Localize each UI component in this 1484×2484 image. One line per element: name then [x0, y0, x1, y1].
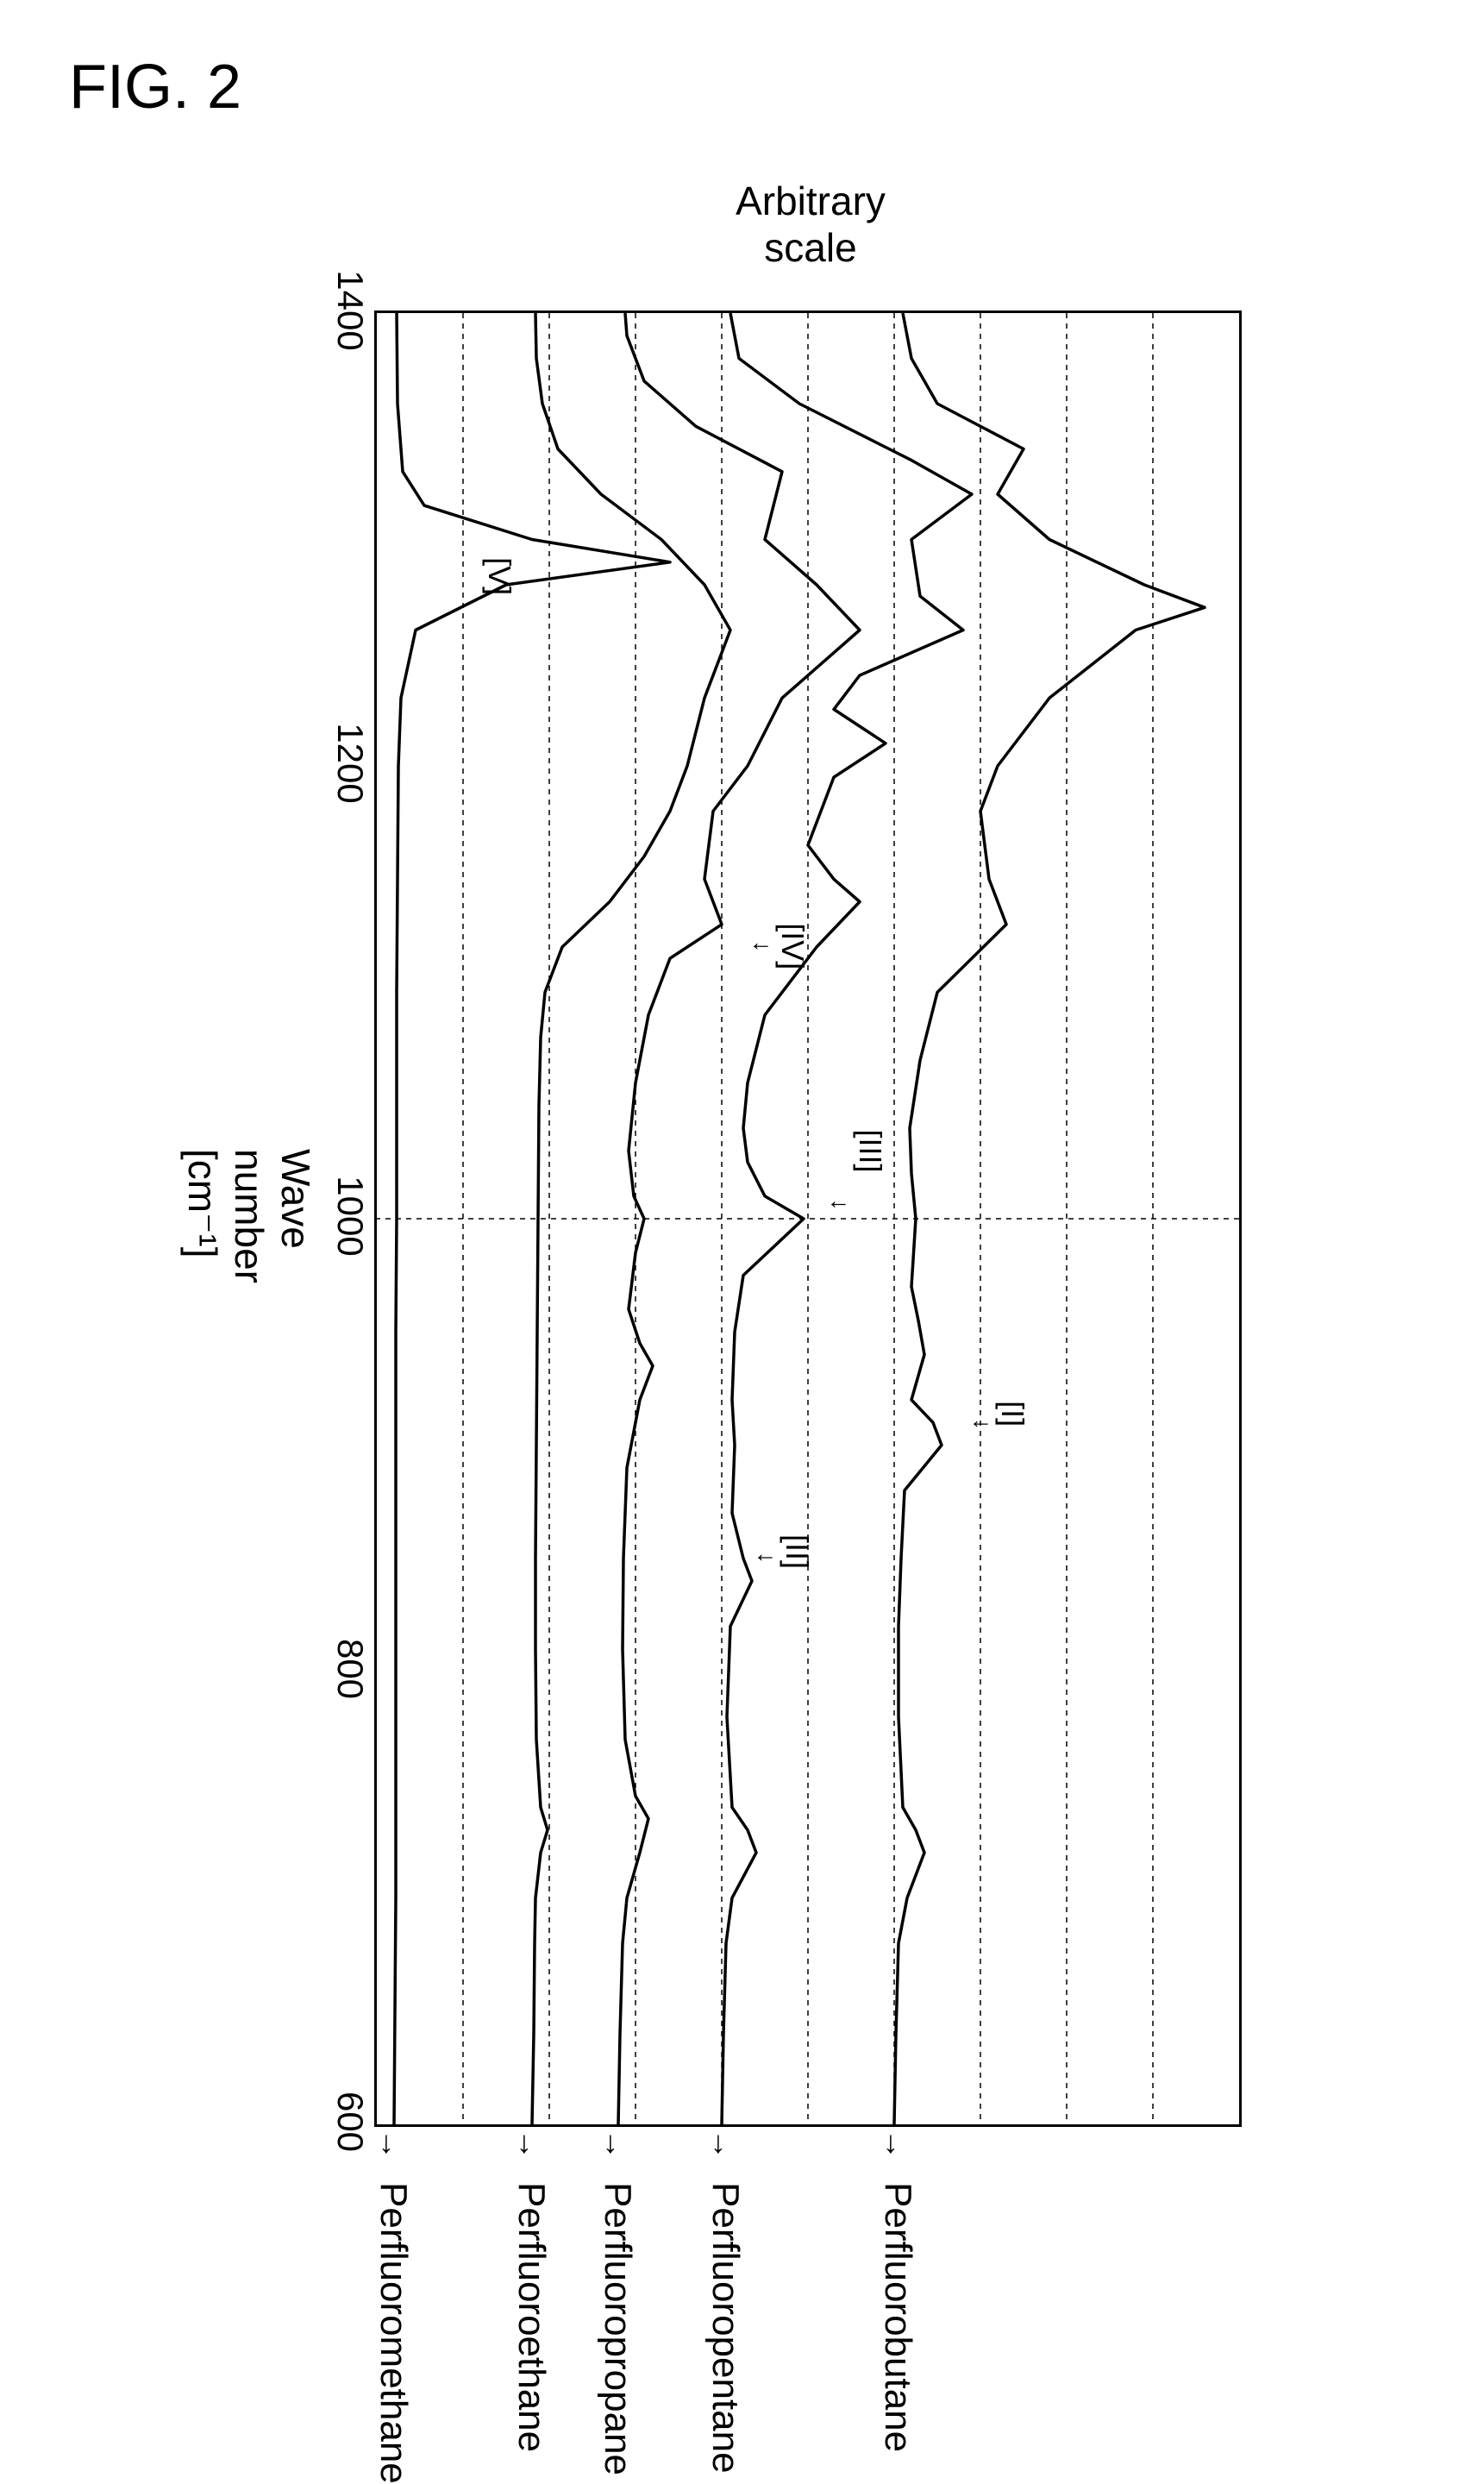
series-arrow-icon: → — [598, 2129, 634, 2160]
series-label: Perfluoropentane — [704, 2182, 747, 2474]
chart-wrap: 600800100012001400 Wave number [cm⁻¹] Ar… — [0, 772, 1484, 1790]
x-axis-label: Wave number [cm⁻¹] — [179, 1149, 319, 1283]
peak-arrow-icon: ↓ — [968, 1418, 996, 1430]
peak-label: [III] — [852, 1130, 888, 1173]
x-tick-label: 1000 — [329, 1176, 371, 1256]
x-tick-label: 800 — [329, 1639, 371, 1699]
x-tick-label: 1400 — [329, 270, 371, 350]
peak-arrow-icon: ↓ — [826, 1199, 854, 1211]
series-label: Perfluoroethane — [510, 2182, 553, 2452]
series-label: Perfluorobutane — [876, 2182, 919, 2452]
peak-arrow-icon: ↓ — [748, 940, 776, 952]
series-label: Perfluoropropane — [596, 2182, 639, 2475]
figure-title: FIG. 2 — [69, 52, 241, 122]
peak-arrow-icon: ↓ — [753, 1552, 780, 1564]
series-label: Perfluoromethane — [372, 2182, 415, 2484]
peak-label: [V] — [481, 557, 517, 595]
peak-label: [IV] — [774, 923, 811, 969]
peak-label: [II] — [779, 1534, 815, 1569]
series-arrow-icon: → — [878, 2129, 914, 2160]
x-tick-label: 1200 — [329, 723, 371, 803]
series-arrow-icon: → — [705, 2129, 742, 2160]
y-axis-label: Arbitraryscale — [736, 178, 886, 271]
x-tick-label: 600 — [329, 2092, 371, 2152]
peak-label: [I] — [994, 1401, 1030, 1427]
series-arrow-icon: → — [373, 2129, 410, 2160]
series-arrow-icon: → — [511, 2129, 548, 2160]
